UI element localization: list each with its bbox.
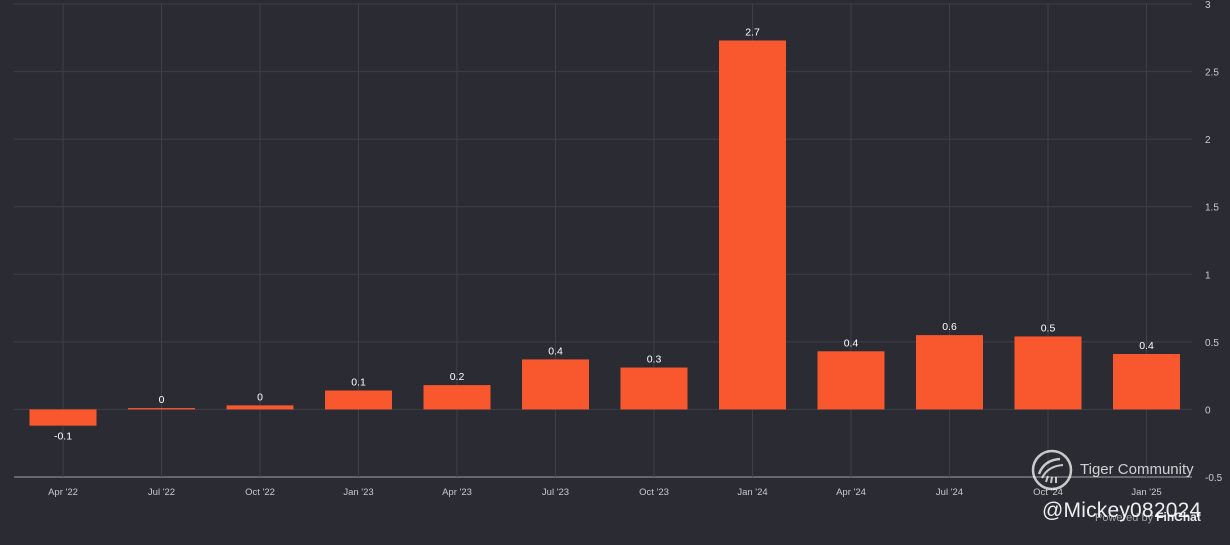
x-tick-label: Oct '24 [1033, 487, 1063, 498]
bar [29, 409, 97, 426]
data-label: 0 [257, 391, 263, 403]
x-tick-label: Jan '24 [737, 487, 767, 498]
x-tick-label: Jul '22 [148, 487, 175, 498]
bar [325, 390, 392, 410]
data-label: 0.5 [1041, 322, 1056, 334]
x-tick-label: Apr '24 [836, 487, 866, 498]
y-tick-label: 0 [1205, 405, 1211, 416]
x-tick-label: Oct '22 [245, 487, 275, 498]
powered-by-prefix: Powered by [1095, 512, 1154, 524]
powered-by: Powered by FinChat [1095, 510, 1201, 524]
x-tick-label: Jul '23 [542, 487, 569, 498]
y-tick-label: 3 [1205, 0, 1211, 11]
x-tick-label: Apr '22 [48, 487, 78, 498]
bar [817, 351, 885, 410]
y-tick-label: 1.5 [1205, 203, 1219, 214]
bars [29, 40, 1180, 426]
data-label: 0.4 [548, 345, 563, 357]
y-tick-label: -0.5 [1205, 473, 1223, 484]
x-tick-label: Jul '24 [936, 487, 963, 498]
bar [1113, 354, 1180, 410]
y-tick-label: 2.5 [1205, 68, 1219, 79]
bar [719, 40, 786, 410]
finchat-brand: FinChat [1156, 510, 1201, 524]
bar [916, 335, 983, 410]
data-label: 0.2 [450, 371, 465, 383]
bar [423, 385, 491, 410]
bar [128, 408, 195, 410]
y-axis: -0.5 0 0.5 1 1.5 2 2.5 3 [1205, 0, 1223, 484]
x-tick-label: Apr '23 [442, 487, 472, 498]
x-axis: Apr '22 Jul '22 Oct '22 Jan '23 Apr '23 Jul '… [48, 487, 1162, 498]
y-tick-label: 2 [1205, 135, 1211, 146]
data-labels: -0.1 0 0 0.1 0.2 0.4 0.3 2.7 0.4 0.6 0.5 0.4 [54, 26, 1154, 442]
y-tick-label: 1 [1205, 270, 1211, 281]
bar [1014, 336, 1082, 410]
data-label: 0.1 [351, 377, 366, 389]
x-tick-label: Oct '23 [639, 487, 669, 498]
data-label: -0.1 [54, 431, 72, 443]
bar [620, 367, 688, 410]
x-tick-label: Jan '23 [343, 487, 373, 498]
x-tick-label: Jan '25 [1131, 487, 1161, 498]
bar [226, 405, 294, 410]
data-label: 0.6 [942, 321, 957, 333]
data-label: 2.7 [745, 26, 760, 38]
watermark-user-handle: @Mickey082024 [1042, 499, 1202, 522]
data-label: 0 [159, 394, 165, 406]
data-label: 0.4 [1139, 340, 1154, 352]
y-tick-label: 0.5 [1205, 338, 1219, 349]
data-label: 0.3 [647, 354, 662, 366]
bar [522, 359, 589, 410]
data-label: 0.4 [844, 337, 859, 349]
